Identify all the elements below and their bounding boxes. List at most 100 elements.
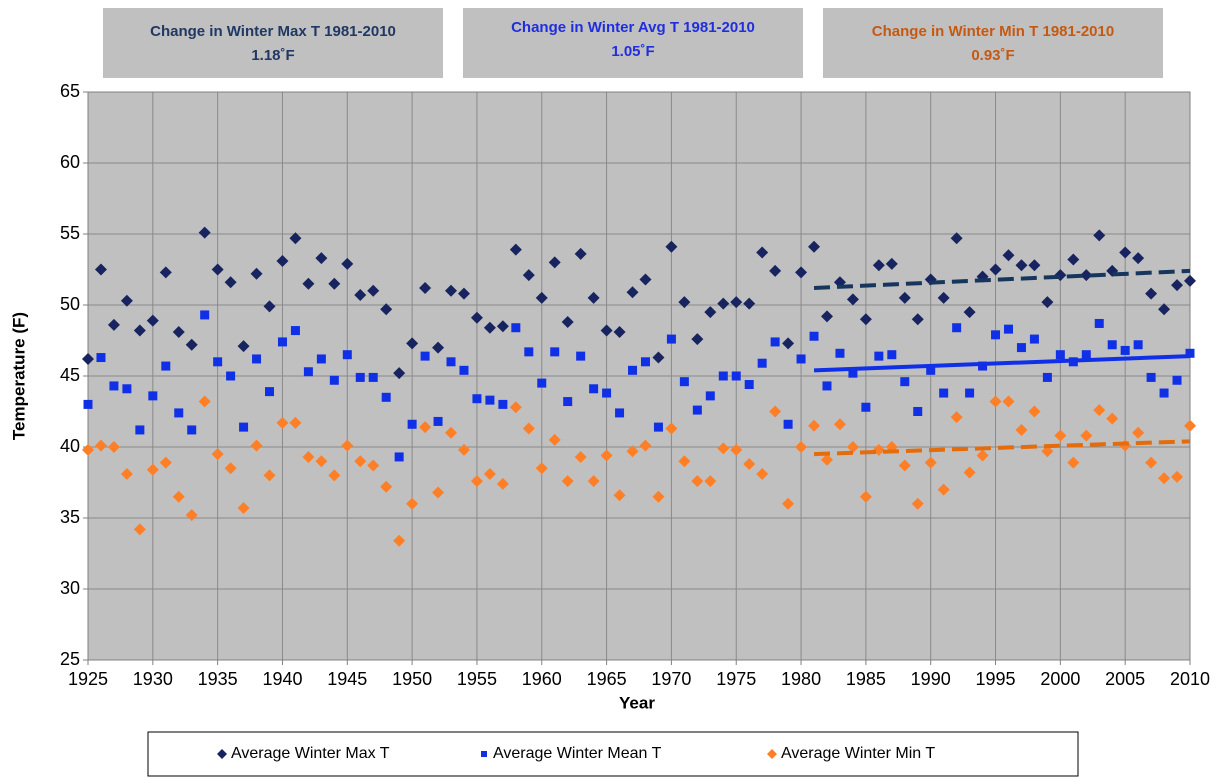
plot-border <box>87 91 1191 661</box>
y-tick-label: 30 <box>60 578 80 598</box>
point <box>835 348 845 358</box>
point <box>509 243 522 256</box>
point <box>615 408 625 418</box>
point <box>1067 253 1080 266</box>
point <box>1132 426 1145 439</box>
point <box>808 240 821 253</box>
y-tick-label: 50 <box>60 294 80 314</box>
x-tick-label: 1925 <box>68 669 108 689</box>
x-tick-label: 1955 <box>457 669 497 689</box>
point <box>963 306 976 319</box>
x-tick-label: 2010 <box>1170 669 1210 689</box>
legend-label: Average Winter Max T <box>231 745 390 762</box>
x-tick-label: 1950 <box>392 669 432 689</box>
point <box>548 433 561 446</box>
point <box>1106 412 1119 425</box>
point <box>419 421 432 434</box>
annotation-box <box>463 8 803 78</box>
x-tick-label: 1940 <box>262 669 302 689</box>
point <box>122 384 132 394</box>
y-axis-label: Temperature (F) <box>9 312 28 440</box>
point <box>705 391 715 401</box>
x-tick-label: 2000 <box>1040 669 1080 689</box>
point <box>94 263 107 276</box>
point <box>393 534 406 547</box>
point <box>692 405 702 415</box>
point <box>185 338 198 351</box>
annotation-value: 0.93˚F <box>971 47 1014 64</box>
point <box>600 324 613 337</box>
point <box>769 405 782 418</box>
point <box>1132 252 1145 265</box>
point <box>665 240 678 253</box>
trend-line <box>813 268 1191 290</box>
point <box>808 419 821 432</box>
point <box>704 306 717 319</box>
point <box>315 455 328 468</box>
point <box>329 375 339 385</box>
point <box>200 310 210 320</box>
point <box>1029 334 1039 344</box>
point <box>263 469 276 482</box>
point <box>717 297 730 310</box>
point <box>250 439 263 452</box>
point <box>652 490 665 503</box>
point <box>691 475 704 488</box>
point <box>1028 405 1041 418</box>
point <box>406 497 419 510</box>
point <box>574 450 587 463</box>
point <box>795 266 808 279</box>
point <box>524 347 534 357</box>
point <box>574 247 587 260</box>
point <box>277 337 287 347</box>
point <box>483 467 496 480</box>
point <box>239 422 249 432</box>
point <box>859 313 872 326</box>
point <box>548 256 561 269</box>
point <box>1185 348 1195 358</box>
point <box>731 371 741 381</box>
point <box>94 439 107 452</box>
point <box>756 246 769 259</box>
y-tick-label: 25 <box>60 649 80 669</box>
point <box>820 453 833 466</box>
point <box>96 353 106 363</box>
point <box>833 418 846 431</box>
point <box>626 286 639 299</box>
point <box>1171 470 1184 483</box>
point <box>498 399 508 409</box>
point <box>756 467 769 480</box>
annotation-value: 1.18˚F <box>251 47 294 64</box>
point <box>717 442 730 455</box>
point <box>796 354 806 364</box>
point <box>744 380 754 390</box>
point <box>265 387 275 397</box>
point <box>1094 318 1104 328</box>
point <box>563 397 573 407</box>
point <box>224 276 237 289</box>
point <box>1003 324 1013 334</box>
point <box>135 425 145 435</box>
point <box>1016 343 1026 353</box>
point <box>874 351 884 361</box>
point <box>1015 259 1028 272</box>
point <box>939 388 949 398</box>
point <box>263 300 276 313</box>
point <box>380 303 393 316</box>
point <box>730 296 743 309</box>
point <box>290 326 300 336</box>
trend-line <box>813 354 1191 373</box>
point <box>457 443 470 456</box>
point <box>393 367 406 380</box>
point <box>639 273 652 286</box>
annotation-box <box>103 8 443 78</box>
point <box>1145 287 1158 300</box>
point <box>782 337 795 350</box>
point <box>303 367 313 377</box>
x-axis-label: Year <box>619 693 655 712</box>
point <box>496 477 509 490</box>
point <box>976 449 989 462</box>
point <box>587 291 600 304</box>
point <box>1080 269 1093 282</box>
point <box>859 490 872 503</box>
